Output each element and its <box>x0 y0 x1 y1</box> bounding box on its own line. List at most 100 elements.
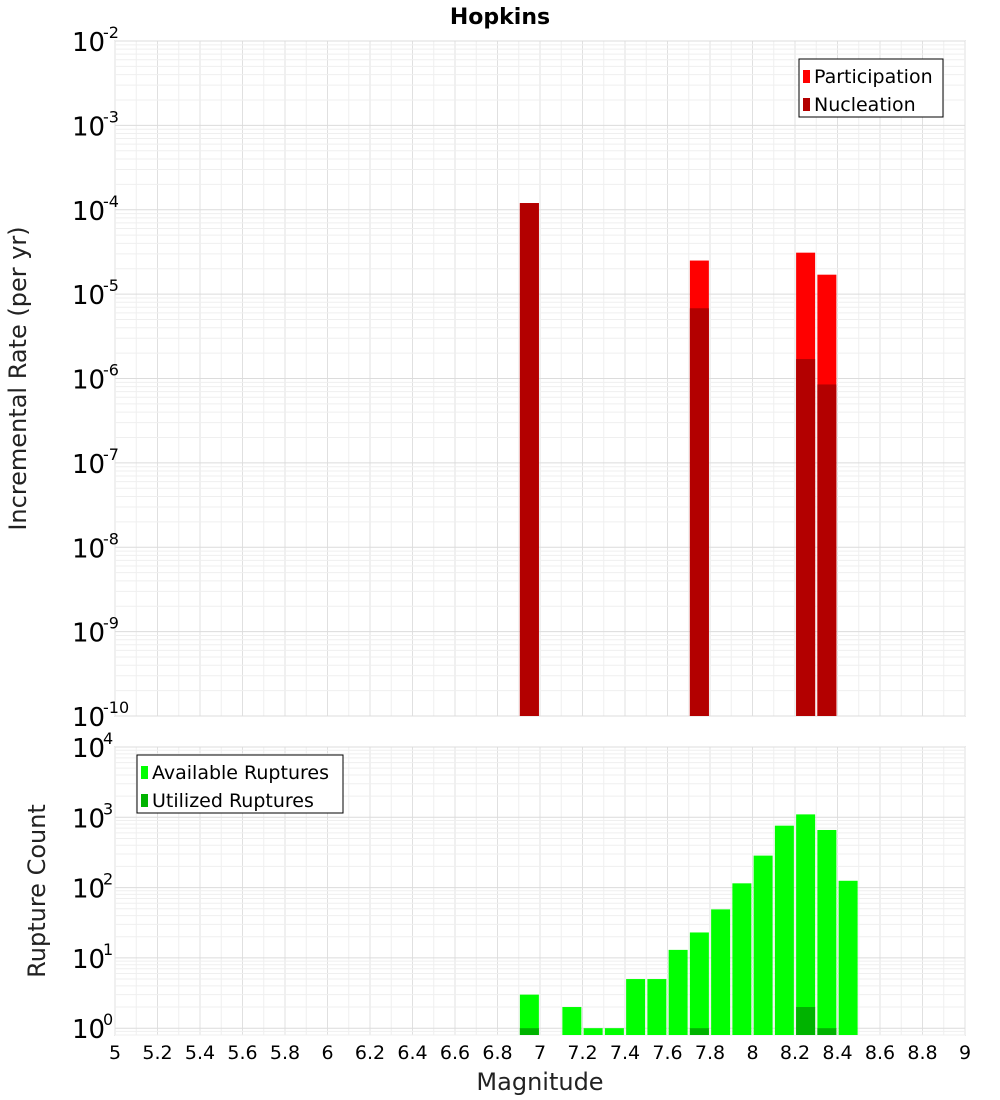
bar-available-ruptures-7.35 <box>604 1028 624 1035</box>
x-tick-label: 6.8 <box>482 1042 512 1064</box>
y-tick-base: 10 <box>72 281 105 311</box>
legend-label-utilized-ruptures: Utilized Ruptures <box>152 790 314 812</box>
x-tick-label: 6.2 <box>355 1042 385 1064</box>
y-tick-label: 100 <box>72 1010 113 1045</box>
legend-swatch-participation <box>803 70 810 83</box>
y-tick-exponent: -9 <box>103 614 119 633</box>
bar-available-ruptures-7.95 <box>732 883 752 1035</box>
y-tick-exponent: 0 <box>103 1010 113 1029</box>
x-axis-label: Magnitude <box>476 1068 603 1096</box>
y-tick-base: 10 <box>72 450 105 480</box>
legend-swatch-nucleation <box>803 98 810 111</box>
bar-available-ruptures-8.45 <box>838 880 858 1035</box>
y-tick-exponent: -4 <box>103 192 119 211</box>
y-tick-exponent: -5 <box>103 276 119 295</box>
y-tick-exponent: -7 <box>103 445 119 464</box>
x-tick-label: 5.8 <box>270 1042 300 1064</box>
y-tick-exponent: 1 <box>103 940 113 959</box>
y-tick-label: 10-3 <box>72 107 119 142</box>
y-tick-base: 10 <box>72 534 105 564</box>
bottom-bars <box>519 814 858 1035</box>
y-tick-base: 10 <box>72 1015 105 1045</box>
x-tick-label: 8.8 <box>907 1042 937 1064</box>
x-tick-label: 5.6 <box>227 1042 257 1064</box>
y-tick-label: 10-10 <box>72 698 129 733</box>
chart-title: Hopkins <box>450 5 550 30</box>
y-tick-base: 10 <box>72 197 105 227</box>
y-tick-exponent: -2 <box>103 23 119 42</box>
bar-available-ruptures-8.15 <box>774 825 794 1035</box>
bar-nucleation-8.25 <box>796 359 816 716</box>
y-tick-exponent: 2 <box>103 870 113 889</box>
y-tick-exponent: -10 <box>103 698 129 717</box>
y-tick-base: 10 <box>72 703 105 733</box>
y-tick-label: 10-5 <box>72 276 119 311</box>
y-tick-exponent: -8 <box>103 529 119 548</box>
bottom-legend-box <box>136 754 344 814</box>
bar-utilized-ruptures-8.35 <box>817 1028 837 1035</box>
x-tick-label: 7.6 <box>652 1042 682 1064</box>
bar-available-ruptures-7.25 <box>583 1028 603 1035</box>
y-tick-label: 10-7 <box>72 445 119 480</box>
y-tick-label: 10-4 <box>72 192 119 227</box>
bar-utilized-ruptures-7.75 <box>689 1028 709 1035</box>
y-tick-base: 10 <box>72 945 105 975</box>
top-y-axis-label: Incremental Rate (per yr) <box>4 226 32 530</box>
x-tick-label: 6.6 <box>440 1042 470 1064</box>
bar-available-ruptures-7.75 <box>689 932 709 1035</box>
legend-label-nucleation: Nucleation <box>814 94 916 116</box>
legend-swatch-utilized-ruptures <box>141 794 148 807</box>
top-legend-box <box>798 58 944 118</box>
x-tick-labels: 5 5.2 5.4 5.6 5.8 6 6.2 6.4 6.6 6.8 7 7.2 7.4 7.6 7.8 8… <box>109 1042 971 1064</box>
bottom-gridlines <box>114 746 966 1036</box>
bar-available-ruptures-8.35 <box>817 829 837 1035</box>
y-tick-base: 10 <box>72 875 105 905</box>
y-tick-exponent: 3 <box>103 799 113 818</box>
x-tick-label: 8.6 <box>865 1042 895 1064</box>
bar-nucleation-7.75 <box>689 308 709 716</box>
x-tick-label: 7 <box>534 1042 546 1064</box>
y-tick-exponent: 4 <box>103 729 113 748</box>
x-tick-label: 7.4 <box>610 1042 640 1064</box>
y-tick-base: 10 <box>72 804 105 834</box>
x-tick-label: 8.2 <box>780 1042 810 1064</box>
x-tick-label: 5.2 <box>142 1042 172 1064</box>
legend-label-participation: Participation <box>814 66 933 88</box>
y-tick-label: 10-6 <box>72 361 119 396</box>
bar-nucleation-8.35 <box>817 384 837 716</box>
y-tick-exponent: -6 <box>103 361 119 380</box>
bar-available-ruptures-7.85 <box>711 909 731 1035</box>
bar-available-ruptures-7.15 <box>562 1007 582 1035</box>
y-tick-label: 102 <box>72 870 113 905</box>
bar-available-ruptures-7.55 <box>647 979 667 1035</box>
x-tick-label: 6 <box>321 1042 333 1064</box>
y-tick-label: 10-9 <box>72 614 119 649</box>
x-tick-label: 6.4 <box>397 1042 427 1064</box>
legend-label-available-ruptures: Available Ruptures <box>152 762 329 784</box>
bar-available-ruptures-8.05 <box>753 855 773 1035</box>
y-tick-label: 103 <box>72 799 113 834</box>
y-tick-base: 10 <box>72 112 105 142</box>
y-tick-label: 10-2 <box>72 23 119 58</box>
y-tick-label: 104 <box>72 729 113 764</box>
bar-available-ruptures-8.25 <box>796 814 816 1035</box>
x-tick-label: 8 <box>746 1042 758 1064</box>
x-tick-label: 8.4 <box>822 1042 852 1064</box>
y-tick-base: 10 <box>72 619 105 649</box>
bar-available-ruptures-6.95 <box>519 994 539 1035</box>
x-tick-label: 5 <box>109 1042 121 1064</box>
x-tick-label: 7.8 <box>695 1042 725 1064</box>
y-tick-label: 10-8 <box>72 529 119 564</box>
bottom-legend: Available Ruptures Utilized Ruptures <box>136 754 344 814</box>
y-tick-base: 10 <box>72 28 105 58</box>
x-tick-label: 7.2 <box>567 1042 597 1064</box>
bar-utilized-ruptures-6.95 <box>519 1028 539 1035</box>
top-bars <box>519 203 837 716</box>
y-tick-base: 10 <box>72 366 105 396</box>
x-tick-label: 9 <box>959 1042 971 1064</box>
